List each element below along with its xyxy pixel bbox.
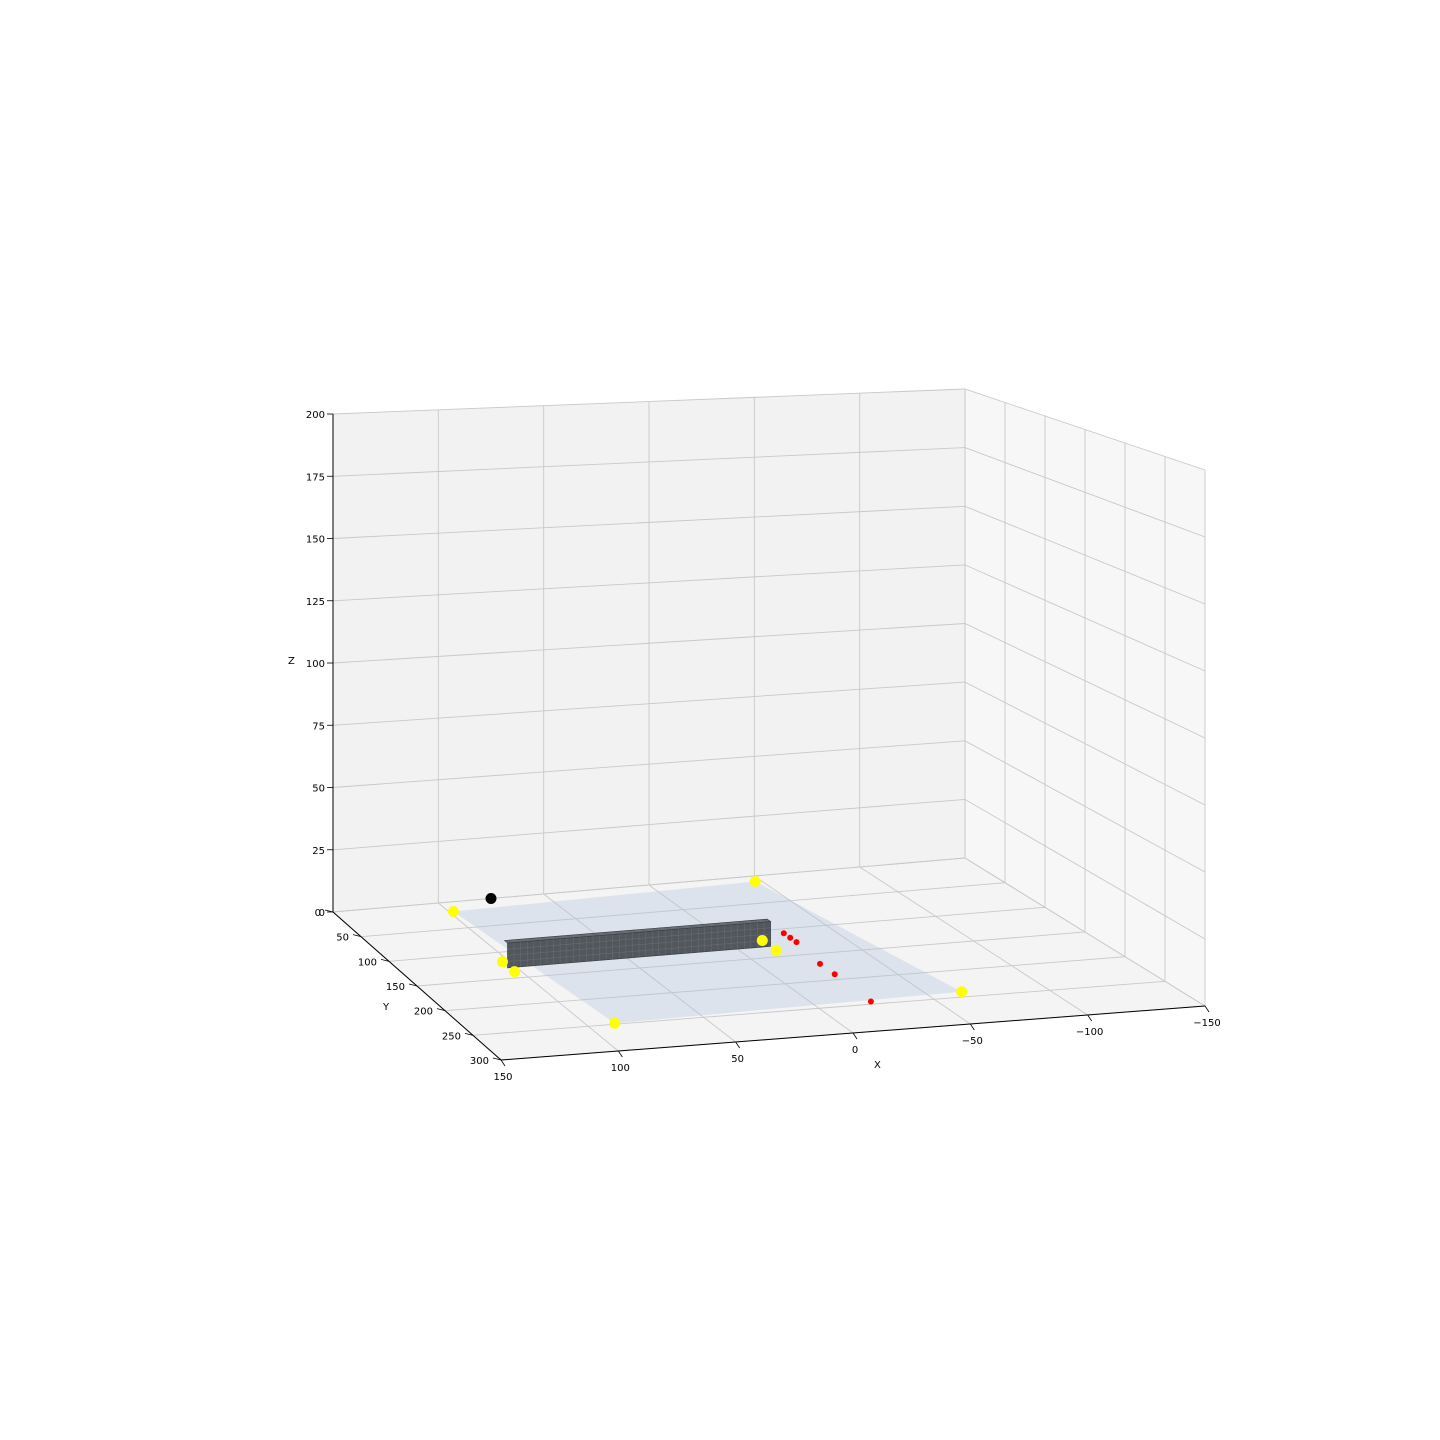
box-mesh-line xyxy=(507,940,771,962)
data-point xyxy=(956,986,968,998)
x-tick xyxy=(500,1059,506,1067)
z-tick-label: 125 xyxy=(306,597,325,608)
grid-line-z xyxy=(332,388,1206,471)
grid-line-z xyxy=(332,623,1206,739)
x-tick-label: 0 xyxy=(852,1045,858,1056)
x-tick-label: 150 xyxy=(493,1072,512,1083)
x-tick-label: −50 xyxy=(962,1036,983,1047)
x-tick xyxy=(735,1041,740,1049)
y-tick xyxy=(436,1008,446,1012)
data-point xyxy=(831,971,838,978)
z-tick-label: 100 xyxy=(306,659,325,670)
x-tick xyxy=(970,1023,975,1031)
y-tick xyxy=(380,958,390,962)
y-tick xyxy=(408,983,418,987)
y-tick-label: 250 xyxy=(442,1031,461,1042)
y-tick-label: 300 xyxy=(470,1056,489,1067)
x-tick xyxy=(1087,1014,1092,1022)
plane-surface xyxy=(453,881,962,1024)
y-axis-title: Y xyxy=(382,1002,390,1013)
y-tick-label: 100 xyxy=(358,957,377,968)
y-tick xyxy=(464,1032,474,1036)
x-tick-label: 50 xyxy=(731,1054,744,1065)
y-tick xyxy=(352,934,362,938)
x-tick xyxy=(1204,1005,1210,1013)
grid-line-z xyxy=(332,564,1206,672)
data-point xyxy=(756,935,768,946)
y-tick-label: 200 xyxy=(414,1007,433,1018)
box-object xyxy=(503,918,772,969)
data-point xyxy=(793,939,800,946)
data-point xyxy=(447,906,459,917)
data-point xyxy=(497,956,508,968)
data-points xyxy=(447,876,968,1029)
z-tick-label: 50 xyxy=(312,784,325,795)
z-tick-label: 200 xyxy=(306,410,325,421)
floor-pane xyxy=(333,858,1205,1060)
y-tick-label: 150 xyxy=(386,982,405,993)
z-tick-label: 0 xyxy=(319,908,325,919)
grid-line-z xyxy=(332,681,1206,806)
z-axis-title: Z xyxy=(288,656,295,667)
ground-plane xyxy=(453,881,962,1024)
z-tick-label: 25 xyxy=(312,846,325,857)
tick-labels: 150 100 50 0 −50 −100 −150 0 50 100 150 200 250 300 0 2… xyxy=(306,410,1221,1083)
y-tick xyxy=(492,1057,502,1061)
grid-line-z xyxy=(332,857,1206,1007)
x-tick-label: −150 xyxy=(1193,1018,1220,1029)
box-mesh-line xyxy=(507,933,771,956)
data-point xyxy=(485,893,497,904)
x-axis-title: X xyxy=(874,1060,881,1071)
grid-line-z xyxy=(332,798,1206,940)
x-tick xyxy=(852,1032,858,1040)
grid-line-z xyxy=(332,447,1206,538)
data-point xyxy=(609,1017,621,1029)
x-tick-label: −100 xyxy=(1076,1027,1103,1038)
data-point xyxy=(780,930,787,937)
z-tick-label: 150 xyxy=(306,535,325,546)
data-point xyxy=(749,876,761,887)
data-point xyxy=(787,934,794,941)
x-tick xyxy=(618,1050,623,1058)
z-tick-label: 175 xyxy=(306,472,325,483)
box-mesh-line xyxy=(507,927,771,950)
data-point xyxy=(867,998,874,1005)
y-tick-label: 0 xyxy=(315,908,321,919)
box-top-face xyxy=(503,918,772,944)
z-tick-label: 75 xyxy=(312,721,325,732)
grid-line-z xyxy=(332,505,1206,605)
data-point xyxy=(770,944,782,956)
data-point xyxy=(817,960,823,967)
x-tick-label: 100 xyxy=(611,1063,630,1074)
y-tick-label: 50 xyxy=(336,933,349,944)
grid-line-z xyxy=(332,740,1206,873)
data-point xyxy=(509,966,520,978)
